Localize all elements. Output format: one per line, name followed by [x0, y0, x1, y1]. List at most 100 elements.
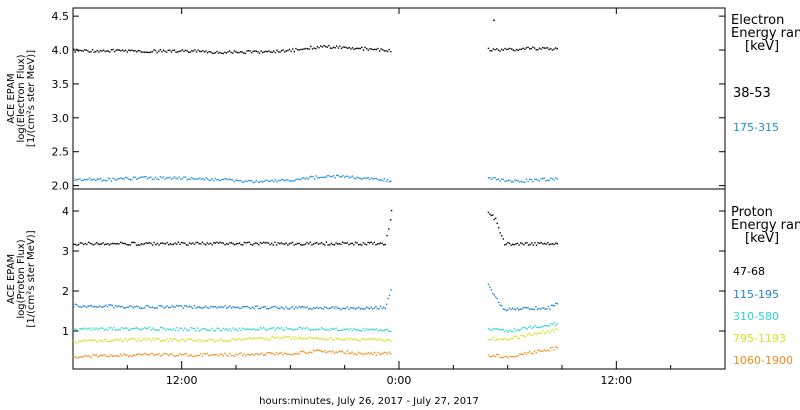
data-point [283, 243, 286, 245]
data-point [507, 309, 509, 311]
data-point [107, 243, 109, 245]
data-point [238, 327, 241, 329]
data-point [351, 175, 354, 177]
data-point [521, 308, 523, 310]
data-point [359, 352, 361, 355]
data-point [554, 327, 557, 330]
data-point [369, 353, 371, 355]
data-point [163, 242, 165, 245]
data-point [173, 176, 176, 178]
data-point [254, 305, 257, 308]
x-tick-label: 12:00 [166, 374, 198, 387]
data-point [489, 50, 491, 52]
data-point [192, 50, 195, 52]
data-point [180, 327, 183, 330]
data-point [203, 51, 206, 53]
data-point [250, 243, 252, 245]
data-point [232, 179, 234, 181]
data-point [387, 297, 389, 300]
data-point [79, 340, 81, 342]
data-point [369, 328, 371, 331]
data-point [181, 177, 184, 180]
data-point [342, 46, 344, 48]
data-point [239, 51, 242, 53]
data-point [556, 303, 558, 305]
data-point [90, 339, 93, 341]
data-point [376, 243, 379, 245]
data-point [151, 337, 154, 340]
data-point [367, 49, 370, 51]
data-point [147, 354, 149, 356]
data-point [382, 244, 385, 246]
data-point [238, 242, 241, 244]
data-point [266, 337, 268, 340]
data-point [309, 241, 312, 243]
data-point [121, 49, 124, 51]
data-point [259, 307, 262, 310]
data-point [113, 355, 115, 357]
data-point [169, 353, 171, 355]
data-point [171, 329, 173, 332]
data-point [524, 306, 526, 309]
data-point [295, 179, 297, 181]
data-point [143, 243, 146, 245]
data-point [321, 176, 324, 179]
data-point [364, 177, 366, 179]
data-point [200, 329, 202, 331]
data-point [236, 51, 239, 54]
data-point [317, 349, 319, 351]
data-point [553, 243, 555, 246]
data-point [111, 328, 114, 331]
data-point [73, 340, 75, 342]
data-point [529, 333, 532, 336]
data-point [356, 176, 358, 179]
data-point [299, 327, 302, 329]
data-point [507, 241, 509, 244]
data-point [167, 328, 170, 331]
data-point [232, 52, 234, 54]
data-point [132, 241, 135, 244]
data-point [134, 241, 136, 244]
data-point [201, 340, 204, 343]
data-point [233, 181, 236, 183]
data-point [374, 329, 376, 331]
data-point [272, 336, 275, 338]
data-point [302, 177, 305, 179]
data-point [365, 47, 368, 50]
data-point [87, 178, 89, 181]
data-point [519, 308, 521, 310]
plot-frame [72, 7, 726, 190]
data-point [311, 308, 313, 310]
data-point [547, 305, 550, 308]
data-point [227, 329, 229, 331]
data-point [548, 350, 550, 352]
data-point [222, 306, 225, 309]
data-point [346, 306, 349, 308]
data-point [246, 338, 249, 340]
data-point [372, 337, 374, 340]
data-point [277, 307, 279, 310]
data-point [111, 304, 114, 307]
data-point [167, 177, 169, 179]
data-point [317, 176, 319, 179]
data-point [309, 351, 311, 353]
data-point [490, 214, 493, 217]
data-point [134, 338, 136, 341]
data-point [106, 329, 109, 331]
data-point [221, 306, 223, 308]
data-point [201, 307, 204, 309]
data-point [533, 47, 536, 49]
data-point [254, 338, 257, 340]
data-point [205, 305, 207, 307]
data-point [359, 177, 362, 180]
data-point [211, 327, 213, 330]
data-point [100, 306, 102, 308]
data-point [504, 355, 506, 358]
data-point [122, 306, 125, 309]
data-point [209, 354, 212, 357]
data-point [140, 307, 143, 309]
data-point [99, 49, 102, 52]
data-point [309, 336, 312, 338]
data-point [279, 307, 281, 310]
data-point [174, 338, 176, 340]
